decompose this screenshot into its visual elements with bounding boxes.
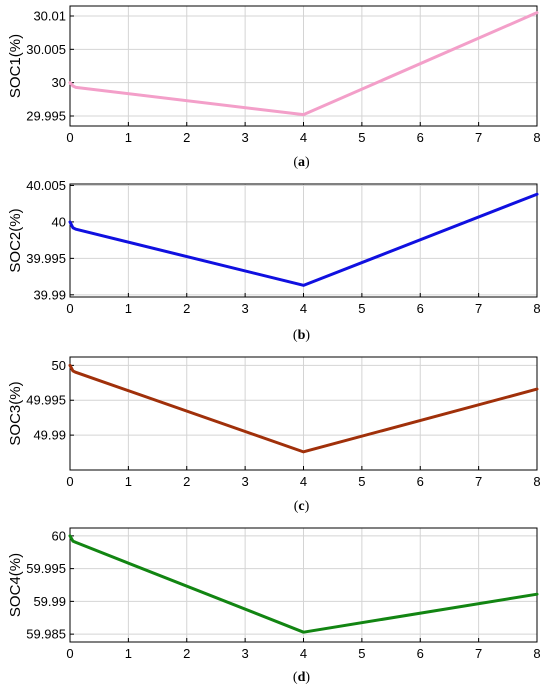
x-tick-label: 0 bbox=[66, 130, 73, 145]
x-tick-label: 0 bbox=[66, 474, 73, 489]
panel-caption: (d) bbox=[293, 670, 310, 685]
y-tick-label: 59.985 bbox=[26, 627, 66, 642]
x-tick-label: 7 bbox=[475, 130, 482, 145]
y-tick-label: 30.01 bbox=[33, 9, 66, 24]
x-tick-label: 3 bbox=[242, 301, 249, 316]
y-tick-label: 60 bbox=[52, 528, 66, 543]
x-tick-label: 5 bbox=[358, 646, 365, 661]
y-tick-label: 49.995 bbox=[26, 393, 66, 408]
y-axis-label: SOC3(%) bbox=[7, 381, 24, 445]
x-tick-label: 5 bbox=[358, 130, 365, 145]
panel-caption: (b) bbox=[293, 328, 310, 343]
x-tick-label: 5 bbox=[358, 474, 365, 489]
x-tick-label: 7 bbox=[475, 646, 482, 661]
panel-4: 0 1 2 3 4 5 6 7 8 59.985 59.99 59.995 60 SOC4(%) (d) bbox=[7, 527, 541, 685]
series-line-soc3 bbox=[68, 363, 539, 454]
y-tick-label: 30.005 bbox=[26, 42, 66, 57]
series-line-soc2 bbox=[68, 192, 539, 287]
x-tick-label: 6 bbox=[417, 646, 424, 661]
series-line-soc4 bbox=[68, 534, 539, 634]
x-tick-label: 7 bbox=[475, 301, 482, 316]
panel-1: 0 1 2 3 4 5 6 7 8 29.995 30 30.005 30.01 SOC1(%) (a) bbox=[7, 5, 541, 170]
x-tick-label: 4 bbox=[300, 301, 307, 316]
x-tick-label: 1 bbox=[125, 130, 132, 145]
x-tick-label: 4 bbox=[300, 646, 307, 661]
x-tick-label: 2 bbox=[183, 474, 190, 489]
panel-caption: (a) bbox=[293, 155, 310, 170]
y-axis-label: SOC4(%) bbox=[7, 553, 24, 617]
y-tick-label: 39.99 bbox=[33, 287, 66, 302]
y-tick-label: 29.995 bbox=[26, 109, 66, 124]
y-tick-label: 40.005 bbox=[26, 178, 66, 193]
x-tick-label: 5 bbox=[358, 301, 365, 316]
x-tick-label: 8 bbox=[533, 130, 540, 145]
series-line-soc1 bbox=[68, 11, 539, 117]
x-tick-label: 3 bbox=[242, 130, 249, 145]
x-tick-label: 6 bbox=[417, 301, 424, 316]
y-tick-label: 59.99 bbox=[33, 594, 66, 609]
y-tick-label: 30 bbox=[52, 75, 66, 90]
x-tick-label: 1 bbox=[125, 301, 132, 316]
x-tick-label: 1 bbox=[125, 474, 132, 489]
x-tick-label: 2 bbox=[183, 646, 190, 661]
y-tick-label: 49.99 bbox=[33, 428, 66, 443]
x-tick-label: 6 bbox=[417, 474, 424, 489]
x-tick-label: 6 bbox=[417, 130, 424, 145]
x-tick-label: 3 bbox=[242, 474, 249, 489]
x-tick-label: 1 bbox=[125, 646, 132, 661]
x-tick-label: 7 bbox=[475, 474, 482, 489]
x-tick-label: 2 bbox=[183, 301, 190, 316]
y-tick-label: 59.995 bbox=[26, 561, 66, 576]
panel-caption: (c) bbox=[294, 499, 310, 514]
x-tick-label: 8 bbox=[533, 646, 540, 661]
y-tick-label: 39.995 bbox=[26, 251, 66, 266]
y-axis-label: SOC2(%) bbox=[7, 208, 24, 272]
x-tick-label: 3 bbox=[242, 646, 249, 661]
x-tick-label: 2 bbox=[183, 130, 190, 145]
x-tick-label: 8 bbox=[533, 301, 540, 316]
x-tick-label: 4 bbox=[300, 474, 307, 489]
x-tick-label: 0 bbox=[66, 301, 73, 316]
y-tick-label: 50 bbox=[52, 358, 66, 373]
panel-3: 0 1 2 3 4 5 6 7 8 49.99 49.995 50 SOC3(%) (c) bbox=[7, 356, 541, 514]
y-tick-label: 40 bbox=[52, 214, 66, 229]
x-tick-label: 8 bbox=[533, 474, 540, 489]
y-axis-label: SOC1(%) bbox=[7, 34, 24, 98]
x-tick-label: 0 bbox=[66, 646, 73, 661]
x-tick-label: 4 bbox=[300, 130, 307, 145]
